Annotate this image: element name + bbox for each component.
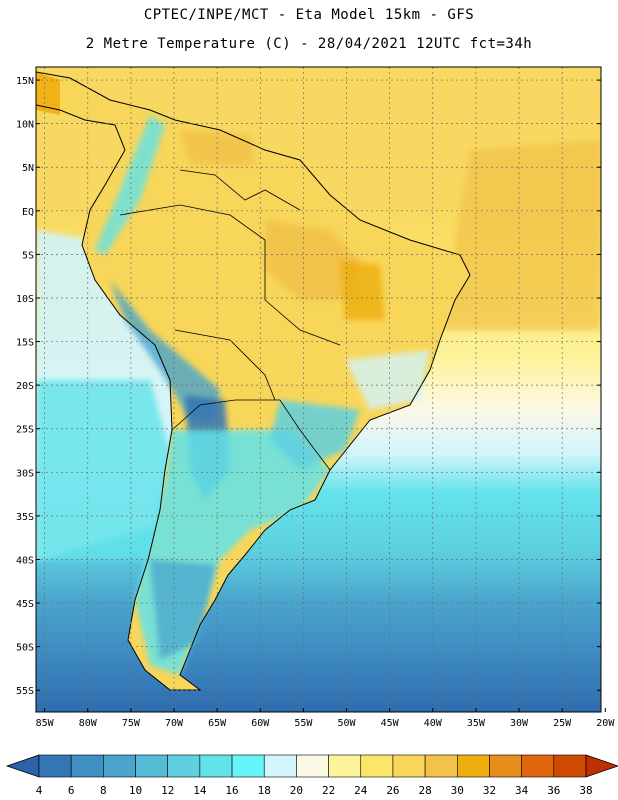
map-frame xyxy=(35,66,602,713)
lat-label: 5N xyxy=(22,163,34,174)
lon-label: 85W xyxy=(36,718,55,729)
colorbar-label: 22 xyxy=(322,784,335,797)
colorbar-label: 8 xyxy=(100,784,107,797)
colorbar: 4 6 8 10 12 14 16 18 20 22 24 26 28 30 32 34 36 38 xyxy=(5,754,618,797)
colorbar-swatch xyxy=(489,754,522,778)
lat-label: 25S xyxy=(16,425,34,436)
lat-label: 55S xyxy=(16,686,34,697)
colorbar-swatch xyxy=(263,754,297,778)
colorbar-arrow-low xyxy=(5,754,40,778)
lat-label: 50S xyxy=(16,643,34,654)
colorbar-label: 18 xyxy=(258,784,271,797)
colorbar-swatch xyxy=(231,754,265,778)
colorbar-swatch xyxy=(392,754,426,778)
colorbar-label: 12 xyxy=(161,784,174,797)
colorbar-swatch xyxy=(360,754,394,778)
lat-label: 30S xyxy=(16,468,34,479)
lon-label: 45W xyxy=(381,718,400,729)
colorbar-swatch xyxy=(103,754,136,778)
lon-label: 50W xyxy=(338,718,357,729)
colorbar-label: 38 xyxy=(579,784,592,797)
lat-label: 10N xyxy=(16,120,34,131)
colorbar-label: 16 xyxy=(225,784,238,797)
lat-label: 10S xyxy=(16,294,34,305)
lon-label: 35W xyxy=(467,718,486,729)
colorbar-label: 10 xyxy=(129,784,142,797)
colorbar-arrow-high xyxy=(585,754,618,778)
lon-label: 40W xyxy=(424,718,443,729)
colorbar-label: 36 xyxy=(547,784,560,797)
lat-label: 15N xyxy=(16,76,34,87)
lon-label: 30W xyxy=(510,718,529,729)
colorbar-label: 20 xyxy=(290,784,303,797)
lon-label: 55W xyxy=(294,718,313,729)
lat-label: 5S xyxy=(22,250,34,261)
colorbar-swatch xyxy=(135,754,169,778)
lat-label: 20S xyxy=(16,381,34,392)
colorbar-swatch xyxy=(328,754,362,778)
colorbar-swatch xyxy=(296,754,329,778)
colorbar-label: 14 xyxy=(193,784,207,797)
lon-label: 70W xyxy=(165,718,184,729)
map-subtitle: 2 Metre Temperature (C) - 28/04/2021 12U… xyxy=(85,36,533,52)
colorbar-label: 28 xyxy=(418,784,431,797)
lat-label: EQ xyxy=(22,207,34,218)
colorbar-label: 6 xyxy=(68,784,75,797)
colorbar-swatch xyxy=(70,754,104,778)
lon-label: 80W xyxy=(79,718,98,729)
colorbar-label: 30 xyxy=(451,784,464,797)
colorbar-label: 4 xyxy=(36,784,43,797)
colorbar-swatch xyxy=(199,754,233,778)
colorbar-label: 32 xyxy=(483,784,496,797)
lon-label: 75W xyxy=(122,718,141,729)
colorbar-swatch xyxy=(424,754,458,778)
colorbar-swatch xyxy=(38,754,72,778)
colorbar-swatch xyxy=(521,754,555,778)
map-title: CPTEC/INPE/MCT - Eta Model 15km - GFS xyxy=(143,7,475,23)
colorbar-label: 24 xyxy=(354,784,368,797)
lon-label: 60W xyxy=(251,718,270,729)
lat-label: 35S xyxy=(16,512,34,523)
lat-label: 45S xyxy=(16,599,34,610)
colorbar-swatch xyxy=(456,754,490,778)
colorbar-label: 34 xyxy=(515,784,529,797)
lon-label: 20W xyxy=(596,718,615,729)
colorbar-swatch xyxy=(553,754,587,778)
temperature-field xyxy=(36,67,601,712)
lon-label: 65W xyxy=(208,718,227,729)
colorbar-swatch xyxy=(167,754,201,778)
colorbar-label: 26 xyxy=(386,784,399,797)
lon-label: 25W xyxy=(553,718,572,729)
lat-label: 15S xyxy=(16,338,34,349)
lat-label: 40S xyxy=(16,555,34,566)
